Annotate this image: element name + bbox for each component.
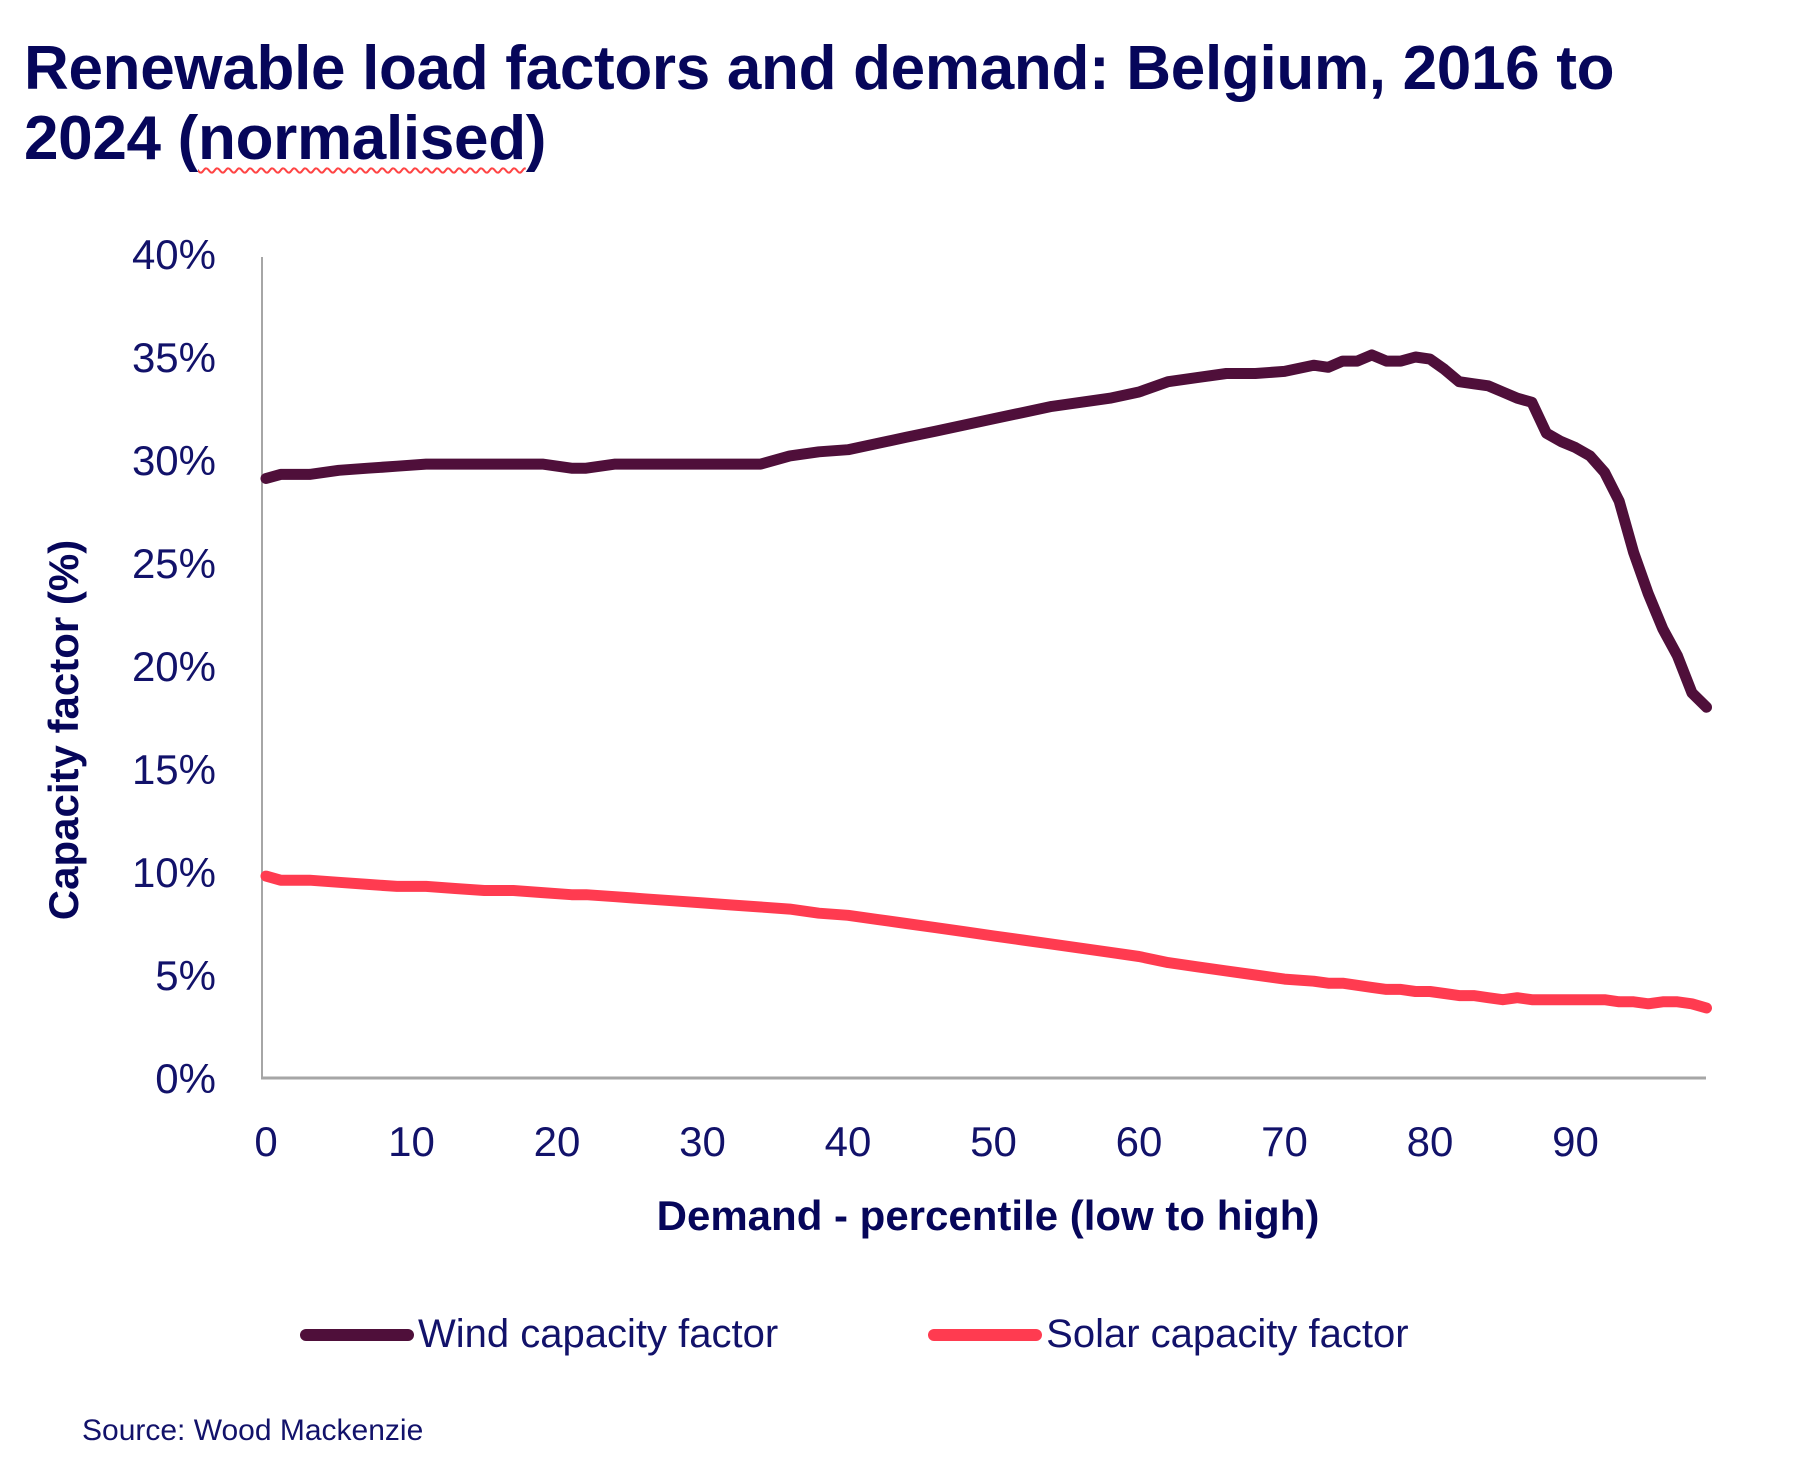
y-tick-label: 0% xyxy=(155,1055,216,1102)
x-tick-label: 90 xyxy=(1552,1118,1599,1165)
legend-item-wind[interactable]: Wind capacity factor xyxy=(300,1312,778,1357)
x-axis-ticks: 0 10 20 30 40 50 60 70 80 90 xyxy=(254,1118,1599,1165)
legend-item-solar[interactable]: Solar capacity factor xyxy=(928,1312,1409,1357)
x-tick-label: 50 xyxy=(970,1118,1017,1165)
line-chart: 0% 5% 10% 15% 20% 25% 30% 35% 40% 0 10 20 30 40 50 60 7… xyxy=(40,231,1712,1239)
legend-label-wind: Wind capacity factor xyxy=(418,1312,779,1356)
y-tick-label: 30% xyxy=(132,437,216,484)
y-axis-title: Capacity factor (%) xyxy=(40,540,87,920)
x-tick-label: 0 xyxy=(254,1118,277,1165)
x-tick-label: 40 xyxy=(825,1118,872,1165)
x-tick-label: 80 xyxy=(1407,1118,1454,1165)
legend-swatch-solar xyxy=(928,1328,1043,1341)
x-tick-label: 60 xyxy=(1116,1118,1163,1165)
source-note: Source: Wood Mackenzie xyxy=(82,1414,424,1447)
chart-title-spellcheck-word: normalised xyxy=(198,104,526,173)
x-tick-label: 20 xyxy=(534,1118,581,1165)
y-tick-label: 40% xyxy=(132,231,216,278)
y-tick-label: 25% xyxy=(132,540,216,587)
chart-title: Renewable load factors and demand: Belgi… xyxy=(24,34,1764,174)
wind-series-line xyxy=(260,349,1712,713)
legend-label-solar: Solar capacity factor xyxy=(1046,1312,1409,1356)
y-axis-ticks: 0% 5% 10% 15% 20% 25% 30% 35% 40% xyxy=(132,231,216,1102)
y-tick-label: 10% xyxy=(132,849,216,896)
legend-swatch-wind xyxy=(300,1328,414,1341)
chart-title-line2-suffix: ) xyxy=(525,104,547,173)
chart-title-line2-prefix: 2024 ( xyxy=(24,104,198,173)
x-tick-label: 70 xyxy=(1261,1118,1308,1165)
solar-series-line xyxy=(260,870,1712,1014)
series-group xyxy=(260,349,1712,1014)
y-tick-label: 20% xyxy=(132,643,216,690)
y-tick-label: 15% xyxy=(132,746,216,793)
legend: Wind capacity factor Solar capacity fact… xyxy=(300,1312,1559,1357)
y-tick-label: 5% xyxy=(155,952,216,999)
x-tick-label: 30 xyxy=(679,1118,726,1165)
chart-title-line1: Renewable load factors and demand: Belgi… xyxy=(24,34,1615,103)
x-tick-label: 10 xyxy=(388,1118,435,1165)
y-tick-label: 35% xyxy=(132,334,216,381)
x-axis-title: Demand - percentile (low to high) xyxy=(657,1192,1320,1239)
